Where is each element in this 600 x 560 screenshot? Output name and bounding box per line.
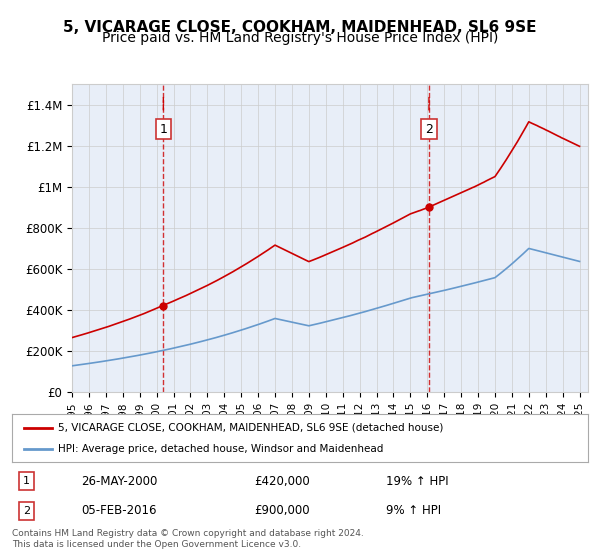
- Text: HPI: Average price, detached house, Windsor and Maidenhead: HPI: Average price, detached house, Wind…: [58, 444, 383, 454]
- Text: 2: 2: [23, 506, 30, 516]
- Text: 1: 1: [23, 476, 30, 486]
- Text: Price paid vs. HM Land Registry's House Price Index (HPI): Price paid vs. HM Land Registry's House …: [102, 31, 498, 45]
- Text: 05-FEB-2016: 05-FEB-2016: [81, 504, 157, 517]
- Text: 9% ↑ HPI: 9% ↑ HPI: [386, 504, 442, 517]
- Text: £420,000: £420,000: [254, 475, 310, 488]
- Text: Contains HM Land Registry data © Crown copyright and database right 2024.
This d: Contains HM Land Registry data © Crown c…: [12, 529, 364, 549]
- Text: 26-MAY-2000: 26-MAY-2000: [81, 475, 157, 488]
- Text: £900,000: £900,000: [254, 504, 310, 517]
- Text: 1: 1: [160, 123, 167, 136]
- Text: 5, VICARAGE CLOSE, COOKHAM, MAIDENHEAD, SL6 9SE: 5, VICARAGE CLOSE, COOKHAM, MAIDENHEAD, …: [63, 20, 537, 35]
- Text: 2: 2: [425, 123, 433, 136]
- Text: 5, VICARAGE CLOSE, COOKHAM, MAIDENHEAD, SL6 9SE (detached house): 5, VICARAGE CLOSE, COOKHAM, MAIDENHEAD, …: [58, 423, 443, 433]
- Text: 19% ↑ HPI: 19% ↑ HPI: [386, 475, 449, 488]
